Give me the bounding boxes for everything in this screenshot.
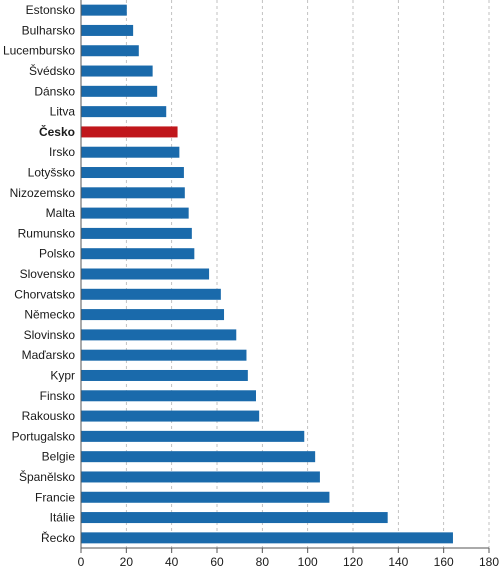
category-label-finsko: Finsko bbox=[40, 389, 76, 403]
category-label-estonsko: Estonsko bbox=[26, 3, 76, 17]
bar-italie bbox=[81, 512, 388, 524]
category-label-cesko: Česko bbox=[39, 124, 75, 139]
category-label-francie: Francie bbox=[35, 490, 75, 504]
bar-irsko bbox=[81, 146, 180, 158]
category-label-recko: Řecko bbox=[41, 530, 75, 545]
category-label-litva: Litva bbox=[50, 105, 76, 119]
category-label-slovensko: Slovensko bbox=[20, 267, 76, 281]
category-label-belgie: Belgie bbox=[42, 450, 76, 464]
x-tick-label-60: 60 bbox=[210, 555, 224, 568]
bar-rumunsko bbox=[81, 227, 192, 239]
bar-litva bbox=[81, 106, 167, 118]
bar-recko bbox=[81, 532, 453, 544]
category-label-portugalsko: Portugalsko bbox=[12, 429, 76, 443]
category-label-chorvatsko: Chorvatsko bbox=[14, 287, 75, 301]
bar-spanelsko bbox=[81, 471, 320, 483]
category-label-slovinsko: Slovinsko bbox=[24, 328, 76, 342]
bar-slovensko bbox=[81, 268, 210, 280]
bar-nizozemsko bbox=[81, 187, 185, 199]
category-label-madarsko: Maďarsko bbox=[22, 348, 76, 362]
bar-lotyssko bbox=[81, 167, 184, 179]
category-label-rumunsko: Rumunsko bbox=[18, 226, 76, 240]
x-axis: 0 20 40 60 80 100 120 140 160 180 bbox=[78, 0, 499, 568]
x-tick-label-80: 80 bbox=[256, 555, 270, 568]
bar-francie bbox=[81, 491, 330, 503]
category-label-nemecko: Německo bbox=[24, 308, 75, 322]
bar-malta bbox=[81, 207, 189, 219]
category-label-rakousko: Rakousko bbox=[22, 409, 76, 423]
x-tick-label-180: 180 bbox=[479, 555, 499, 568]
x-tick-label-100: 100 bbox=[298, 555, 318, 568]
x-tick-label-20: 20 bbox=[120, 555, 134, 568]
category-label-malta: Malta bbox=[46, 206, 76, 220]
category-label-svedsko: Švédsko bbox=[29, 63, 75, 78]
bar-dansko bbox=[81, 85, 158, 97]
bar-polsko bbox=[81, 248, 195, 260]
x-tick-label-0: 0 bbox=[78, 555, 85, 568]
bar-slovinsko bbox=[81, 329, 237, 341]
bar-kypr bbox=[81, 369, 248, 381]
bar-bulharsko bbox=[81, 24, 134, 36]
category-label-dansko: Dánsko bbox=[34, 84, 75, 98]
x-tick-label-140: 140 bbox=[388, 555, 408, 568]
bar-finsko bbox=[81, 390, 256, 402]
bar-portugalsko bbox=[81, 430, 305, 442]
x-tick-label-120: 120 bbox=[343, 555, 363, 568]
bar-lucembursko bbox=[81, 45, 139, 57]
category-label-lucembursko: Lucembursko bbox=[3, 44, 75, 58]
category-label-irsko: Irsko bbox=[49, 145, 75, 159]
bar-belgie bbox=[81, 451, 316, 463]
category-label-kypr: Kypr bbox=[50, 368, 75, 382]
category-label-spanelsko: Španělsko bbox=[19, 469, 75, 484]
category-labels: Estonsko Bulharsko Lucembursko Švédsko Dánsk… bbox=[3, 3, 75, 545]
category-label-italie: Itálie bbox=[50, 511, 76, 525]
category-label-nizozemsko: Nizozemsko bbox=[10, 186, 76, 200]
category-label-bulharsko: Bulharsko bbox=[22, 23, 76, 37]
bar-nemecko bbox=[81, 309, 225, 321]
category-label-lotyssko: Lotyšsko bbox=[28, 166, 76, 180]
x-tick-label-160: 160 bbox=[434, 555, 454, 568]
bar-cesko bbox=[81, 126, 178, 138]
bar-chorvatsko bbox=[81, 288, 221, 300]
x-tick-label-40: 40 bbox=[165, 555, 179, 568]
category-label-polsko: Polsko bbox=[39, 247, 75, 261]
bar-rakousko bbox=[81, 410, 260, 422]
bar-svedsko bbox=[81, 65, 153, 77]
bar-madarsko bbox=[81, 349, 247, 361]
bars bbox=[81, 4, 453, 544]
bar-estonsko bbox=[81, 4, 127, 16]
